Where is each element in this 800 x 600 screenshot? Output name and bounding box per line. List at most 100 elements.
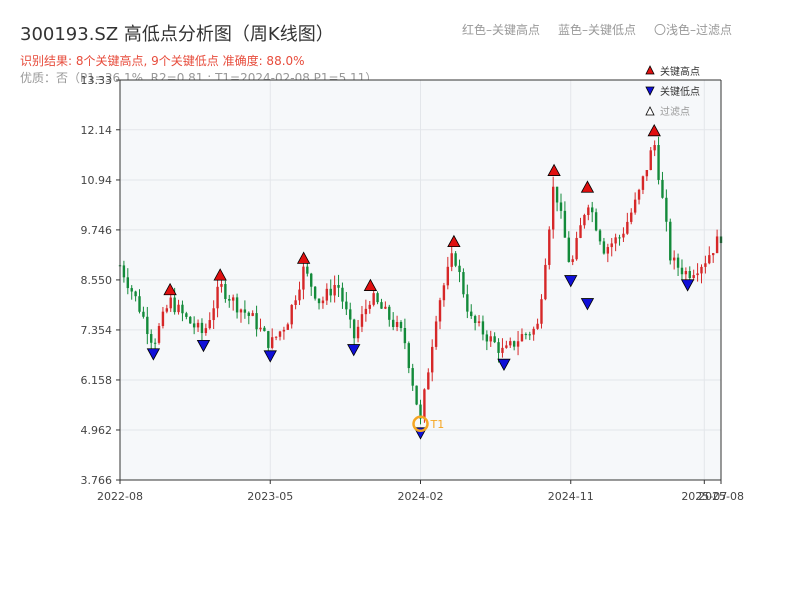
header-legend-filtered: 〇浅色–过滤点 — [654, 23, 733, 37]
candles — [118, 136, 723, 425]
candle-body — [403, 328, 407, 344]
candle-body — [583, 215, 586, 226]
key-low-marker — [146, 348, 161, 361]
candle-body — [388, 306, 391, 320]
candle-body — [306, 266, 309, 274]
candle-body — [579, 225, 582, 238]
key-high-marker — [296, 251, 311, 264]
candle-body — [711, 253, 715, 256]
candle-body — [181, 304, 184, 314]
candle-body — [512, 341, 516, 347]
candle-body — [485, 334, 489, 342]
candle-body — [614, 237, 617, 244]
candle-body — [419, 404, 422, 419]
candle-body — [380, 302, 383, 309]
chart-subtitle: 识别结果: 8个关键高点, 9个关键低点 准确度: 88.0% — [20, 54, 305, 68]
x-axis-ticks: 2022-08 2023-05 2024-02 2024-11 2025-072025-… — [97, 480, 744, 503]
x-tick-label: 2023-05 — [247, 490, 293, 503]
candle-body — [286, 324, 290, 330]
key-low-marker — [347, 344, 361, 357]
candle-body — [169, 297, 172, 309]
candle-body — [641, 176, 645, 190]
key-low-marker — [196, 339, 211, 353]
y-tick-label: 10.94 — [81, 174, 113, 187]
candle-body — [333, 285, 336, 296]
y-tick-label: 4.962 — [81, 424, 113, 437]
candle-body — [680, 267, 684, 275]
candle-body — [352, 319, 356, 339]
key-high-marker — [580, 180, 595, 193]
candle-body — [267, 331, 270, 348]
candle-body — [235, 297, 239, 313]
candle-body — [274, 336, 278, 338]
candle-body — [208, 320, 211, 329]
candle-body — [231, 297, 235, 301]
candle-body — [665, 197, 668, 222]
header-legend-low: 蓝色–关键低点 — [558, 23, 637, 37]
candle-body — [220, 284, 223, 287]
key-high-marker — [547, 163, 561, 176]
candle-body — [142, 311, 145, 317]
key-point-markers: T1 — [146, 123, 695, 440]
candle-body — [591, 207, 594, 213]
candle-body — [364, 308, 368, 315]
y-tick-label: 8.550 — [81, 274, 113, 287]
candle-body — [551, 186, 555, 230]
x-tick-label: 2024-11 — [548, 490, 594, 503]
candle-body — [329, 288, 332, 296]
candle-body — [649, 150, 652, 170]
candle-body — [672, 257, 676, 261]
candle-body — [298, 289, 301, 301]
candle-body — [450, 253, 453, 267]
candle-body — [177, 304, 180, 313]
candle-body — [715, 236, 719, 254]
legend-low-label: 关键低点 — [660, 85, 700, 98]
legend-high-marker — [645, 65, 655, 75]
legend-filtered-marker — [645, 106, 655, 116]
candle-body — [243, 309, 247, 313]
candle-body — [224, 284, 227, 300]
key-high-marker — [213, 268, 227, 281]
candle-body — [700, 266, 703, 274]
candle-body — [146, 316, 149, 335]
candle-body — [536, 323, 539, 329]
candle-body — [196, 322, 200, 328]
candle-body — [337, 285, 340, 288]
candle-body — [434, 321, 438, 347]
candle-body — [204, 328, 208, 334]
candle-body — [524, 334, 528, 336]
candle-body — [505, 345, 508, 348]
candle-body — [684, 271, 688, 275]
candle-body — [454, 253, 457, 266]
candle-body — [427, 372, 430, 390]
candle-body — [657, 145, 660, 180]
candle-body — [278, 331, 282, 337]
legend-filtered-label: 过滤点 — [660, 105, 690, 118]
candle-body — [271, 337, 274, 348]
candle-body — [466, 294, 469, 312]
candle-body — [653, 145, 656, 151]
t1-annotation-label: T1 — [430, 418, 445, 431]
x-tick-label: 2024-02 — [398, 490, 444, 503]
candle-body — [282, 329, 286, 332]
candle-body — [497, 342, 500, 353]
candle-body — [423, 389, 426, 419]
candle-body — [598, 230, 602, 242]
candle-body — [290, 304, 293, 325]
key-low-marker — [564, 275, 578, 288]
candle-body — [255, 313, 258, 330]
header-legend: 红色–关键高点 蓝色–关键低点 〇浅色–过滤点 — [462, 21, 750, 38]
y-tick-label: 7.354 — [81, 324, 113, 337]
candle-body — [122, 265, 126, 278]
t1-annotation-circle — [412, 415, 429, 433]
candle-body — [606, 247, 610, 254]
candle-body — [399, 321, 403, 329]
candle-body — [575, 237, 578, 260]
candle-body — [571, 259, 574, 262]
candle-body — [676, 257, 680, 268]
candle-body — [310, 273, 313, 287]
candle-body — [481, 321, 485, 335]
candle-body — [134, 291, 137, 297]
candle-body — [411, 368, 414, 386]
